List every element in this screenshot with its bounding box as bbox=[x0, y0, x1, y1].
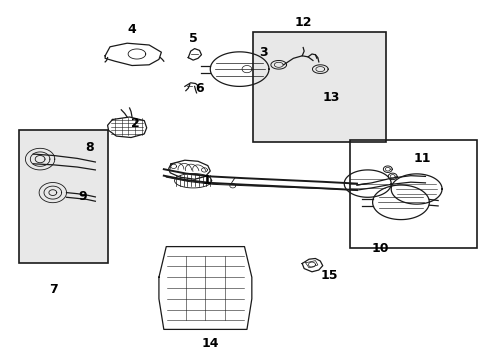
Text: 10: 10 bbox=[371, 242, 388, 255]
Text: 6: 6 bbox=[195, 82, 204, 95]
Text: 15: 15 bbox=[320, 269, 337, 282]
Text: 9: 9 bbox=[78, 190, 87, 203]
Text: 4: 4 bbox=[127, 23, 136, 36]
Text: 2: 2 bbox=[131, 117, 140, 130]
Text: 11: 11 bbox=[412, 152, 430, 165]
Text: 3: 3 bbox=[259, 46, 267, 59]
Text: 7: 7 bbox=[49, 283, 58, 296]
Text: 1: 1 bbox=[203, 174, 211, 186]
Text: 8: 8 bbox=[85, 141, 94, 154]
Text: 14: 14 bbox=[201, 337, 219, 350]
Bar bbox=[349, 140, 476, 248]
Bar bbox=[19, 130, 107, 263]
Text: 5: 5 bbox=[188, 32, 197, 45]
Text: 12: 12 bbox=[294, 16, 311, 29]
Bar bbox=[253, 32, 386, 142]
Text: 13: 13 bbox=[322, 91, 340, 104]
